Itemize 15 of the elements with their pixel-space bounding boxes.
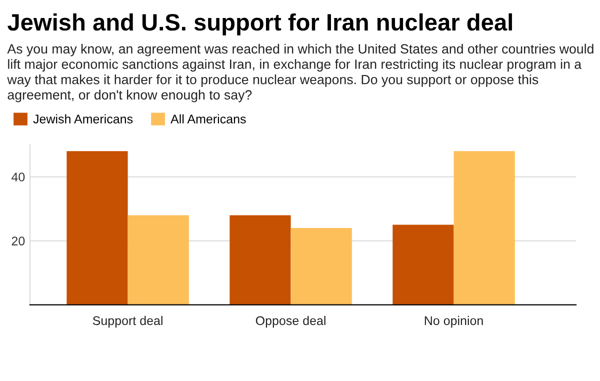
bar — [290, 228, 352, 305]
bar — [392, 224, 454, 305]
legend-label: All Americans — [170, 114, 246, 124]
bar — [454, 151, 515, 305]
bar — [128, 215, 189, 305]
x-tick-label: Oppose deal — [256, 316, 326, 328]
legend-label: Jewish Americans — [33, 114, 133, 124]
bar — [230, 215, 291, 305]
chart-title: Jewish and U.S. support for Iran nuclear deal — [8, 13, 512, 36]
x-tick-label: Support deal — [92, 316, 162, 328]
y-tick-label: 20 — [12, 236, 25, 246]
chart-subtitle: As you may know, an agreement was reached in which the United States and other countries would lift major economic sanctions against Iran, in exchange for Iran restricting its nuclear program in a way that makes it harder for it to produce nuclear weapons. Do you support or oppose this agreement, or don't know enough to say? — [7, 44, 594, 102]
x-tick-label: No opinion — [424, 316, 483, 328]
y-tick-label: 40 — [12, 172, 25, 182]
bar — [66, 151, 128, 305]
